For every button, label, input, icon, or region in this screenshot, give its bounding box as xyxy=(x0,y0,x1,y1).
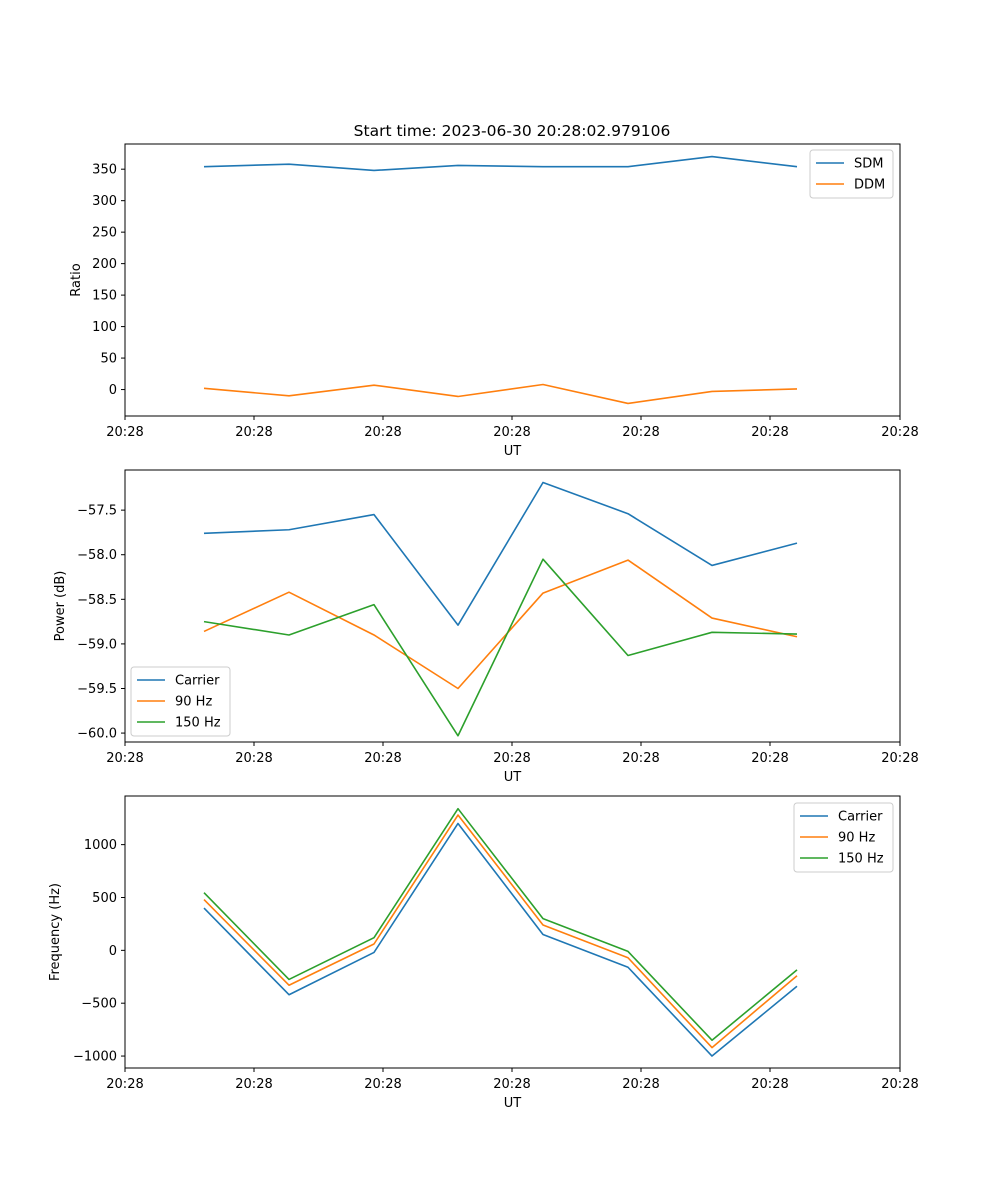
legend-entry: 90 Hz xyxy=(175,695,212,710)
legend: Carrier 90 Hz 150 Hz xyxy=(793,802,894,873)
x-tick-label: 20:28 xyxy=(622,751,659,766)
x-tick-label: 20:28 xyxy=(493,1077,530,1092)
y-axis-label: Power (dB) xyxy=(53,571,68,642)
x-tick-label: 20:28 xyxy=(751,1077,788,1092)
x-tick-label: 20:28 xyxy=(751,425,788,440)
y-tick-label: 500 xyxy=(92,891,117,906)
x-tick-label: 20:28 xyxy=(364,425,401,440)
y-tick-label: 150 xyxy=(92,289,117,304)
x-tick-label: 20:28 xyxy=(235,1077,272,1092)
y-tick-label: −1000 xyxy=(73,1050,117,1065)
y-tick-label: −59.5 xyxy=(77,682,117,697)
y-tick-label: −57.5 xyxy=(77,504,117,519)
legend-entry: Carrier xyxy=(175,674,220,689)
x-tick-label: 20:28 xyxy=(106,425,143,440)
y-tick-label: −500 xyxy=(81,997,117,1012)
y-tick-label: 100 xyxy=(92,320,117,335)
subplot-frequency: 20:28 20:28 20:28 20:28 20:28 20:28 20:28 UT −10… xyxy=(48,795,919,1111)
legend-entry: SDM xyxy=(854,157,883,172)
legend: SDM DDM xyxy=(809,149,894,199)
x-axis-label: UT xyxy=(504,1096,522,1111)
x-tick-label: 20:28 xyxy=(364,1077,401,1092)
y-axis-label: Ratio xyxy=(69,263,84,296)
x-axis-label: UT xyxy=(504,770,522,785)
legend-entry: DDM xyxy=(854,178,885,193)
y-tick-label: −60.0 xyxy=(77,727,117,742)
y-tick-label: −59.0 xyxy=(77,637,117,652)
x-tick-label: 20:28 xyxy=(881,1077,918,1092)
y-tick-label: 200 xyxy=(92,257,117,272)
figure-title: Start time: 2023-06-30 20:28:02.979106 xyxy=(354,122,671,140)
y-tick-label: −58.0 xyxy=(77,548,117,563)
series-line-carrier xyxy=(203,822,798,1057)
y-tick-label: 250 xyxy=(92,226,117,241)
y-tick-label: 300 xyxy=(92,194,117,209)
x-tick-label: 20:28 xyxy=(493,751,530,766)
legend-box xyxy=(809,149,894,199)
y-tick-label: 350 xyxy=(92,163,117,178)
x-tick-label: 20:28 xyxy=(881,751,918,766)
x-tick-label: 20:28 xyxy=(364,751,401,766)
legend-box xyxy=(793,802,894,873)
x-tick-label: 20:28 xyxy=(493,425,530,440)
x-tick-label: 20:28 xyxy=(881,425,918,440)
legend-entry: 90 Hz xyxy=(838,831,875,846)
series-line-150-hz xyxy=(203,807,798,1041)
x-tick-label: 20:28 xyxy=(622,1077,659,1092)
legend-entry: 150 Hz xyxy=(838,852,884,867)
y-tick-label: 0 xyxy=(109,383,117,398)
series-line-carrier xyxy=(203,481,798,626)
subplot-power: 20:28 20:28 20:28 20:28 20:28 20:28 20:28 UT −60… xyxy=(53,469,919,785)
axes-frame xyxy=(124,143,901,417)
y-axis-label: Frequency (Hz) xyxy=(48,883,63,981)
series-line-ddm xyxy=(203,383,798,405)
y-tick-label: 0 xyxy=(109,944,117,959)
legend-box xyxy=(130,666,231,737)
x-tick-label: 20:28 xyxy=(106,1077,143,1092)
axes-frame xyxy=(124,795,901,1069)
axes-frame xyxy=(124,469,901,743)
series-line-sdm xyxy=(203,155,798,172)
y-tick-label: 50 xyxy=(100,352,117,367)
x-tick-label: 20:28 xyxy=(235,425,272,440)
legend-entry: Carrier xyxy=(838,810,883,825)
legend: Carrier 90 Hz 150 Hz xyxy=(130,666,231,737)
y-tick-label: −58.5 xyxy=(77,593,117,608)
x-tick-label: 20:28 xyxy=(622,425,659,440)
subplot-ratio: 20:28 20:28 20:28 20:28 20:28 20:28 20:28 UT 0 50… xyxy=(69,143,919,459)
series-line-90-hz xyxy=(203,814,798,1049)
y-tick-label: 1000 xyxy=(84,838,117,853)
x-tick-label: 20:28 xyxy=(235,751,272,766)
series-line-90-hz xyxy=(203,559,798,690)
legend-entry: 150 Hz xyxy=(175,716,221,731)
x-axis-label: UT xyxy=(504,444,522,459)
x-tick-label: 20:28 xyxy=(106,751,143,766)
x-tick-label: 20:28 xyxy=(751,751,788,766)
series-line-150-hz xyxy=(203,558,798,737)
